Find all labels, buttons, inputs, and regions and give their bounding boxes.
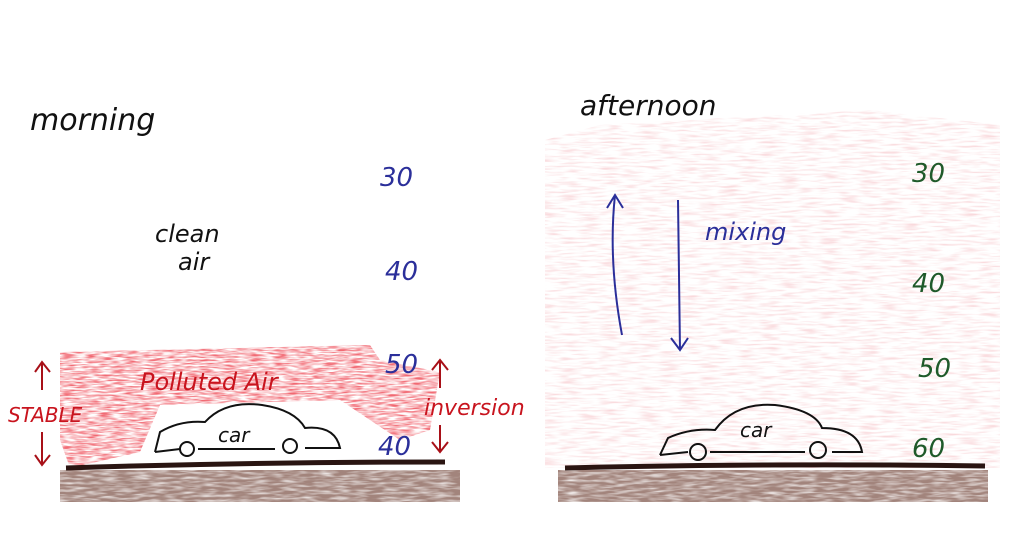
car-label: car [218,423,251,447]
temp-label: 40 [385,257,418,287]
clean-air-label-2: air [178,248,211,276]
temp-label: 50 [385,350,418,380]
temp-label: 60 [912,434,945,464]
temp-label: 30 [912,159,945,189]
ground [558,470,988,502]
afternoon-title: afternoon [580,89,717,122]
arrow-down-icon [670,199,689,352]
afternoon-panel: afternoon mixing car 30 40 50 60 [545,89,1000,502]
polluted-air-label: Polluted Air [140,368,280,396]
ground-line [564,462,986,471]
polluted-air-haze [60,345,440,468]
morning-title: morning [30,103,155,138]
temp-label: 40 [912,269,945,299]
morning-panel: morning clean air 30 40 50 40 Polluted A… [8,103,525,502]
car-icon [659,403,864,461]
ground-line [65,459,446,471]
temp-label: 30 [380,163,413,193]
mixed-haze [545,110,1000,468]
temp-label: 50 [918,354,951,384]
car-label: car [740,418,773,442]
arrow-up-icon [431,358,449,388]
stable-label: STABLE [8,403,83,427]
temp-label: 40 [378,432,411,462]
arrow-up-icon [606,193,624,336]
inversion-label: inversion [424,396,525,421]
mixing-label: mixing [705,218,786,246]
arrow-up-icon [34,360,51,390]
clean-air-label-1: clean [155,220,220,248]
car-icon [154,403,342,457]
ground [60,470,460,502]
arrow-down-icon [34,432,51,467]
arrow-down-icon [431,425,449,454]
